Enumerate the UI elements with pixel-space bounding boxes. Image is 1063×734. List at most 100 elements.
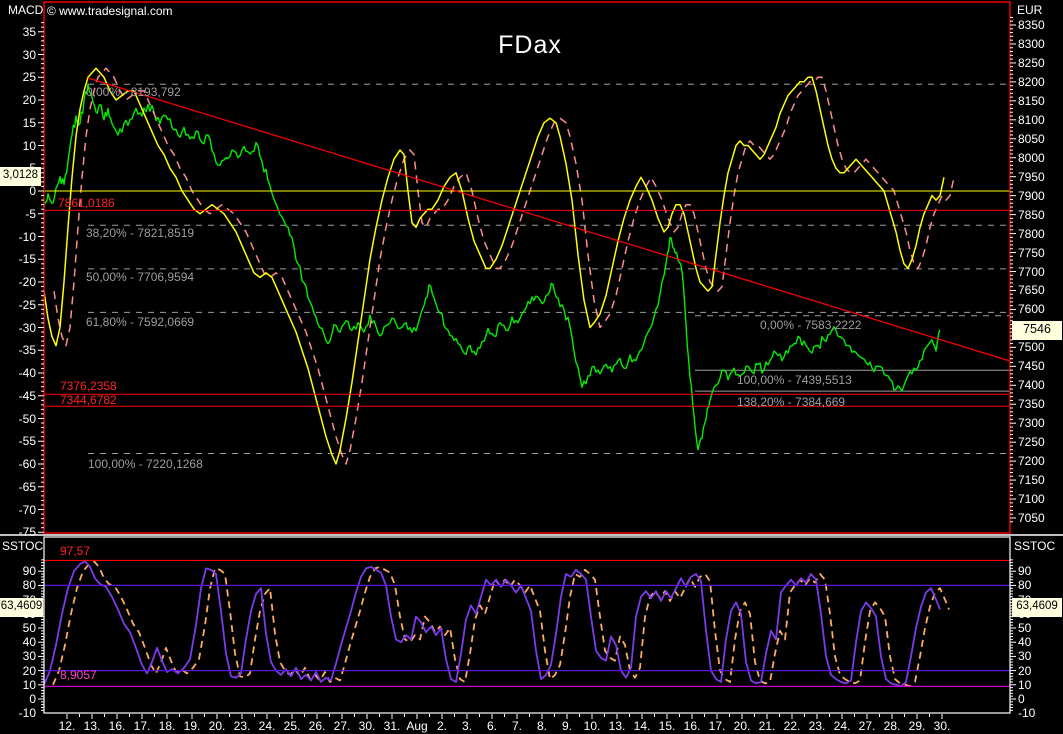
sto-right-axis-title: SSTOC — [1014, 539, 1056, 553]
eur-axis-label: 8200 — [1018, 74, 1045, 89]
sto-low-label: 8,9057 — [60, 668, 97, 682]
date-label: 15. — [658, 719, 676, 733]
macd-axis-label: -50 — [18, 411, 36, 426]
macd-axis-label: 25 — [22, 70, 36, 85]
eur-axis-label: 7100 — [1018, 492, 1045, 507]
date-label: 23. — [233, 719, 251, 733]
sto-axis-label-left: 40 — [22, 635, 36, 650]
macd-axis-label: -10 — [18, 229, 36, 244]
macd-axis-label: -15 — [18, 252, 36, 267]
sto-axis-label-left: 80 — [22, 578, 36, 593]
date-label: 19. — [183, 719, 201, 733]
date-label: 12. — [58, 719, 76, 733]
date-label: 14. — [633, 719, 651, 733]
date-label: 20. — [733, 719, 751, 733]
date-label: 23. — [808, 719, 826, 733]
date-label: Aug — [406, 719, 428, 733]
macd-axis-label: -30 — [18, 320, 36, 335]
fib2-level-100-label: 100,00% - 7439,5513 — [737, 373, 852, 387]
copyright-text: © www.tradesignal.com — [47, 4, 173, 18]
macd-line — [44, 67, 945, 465]
macd-axis-label: -65 — [18, 479, 36, 494]
date-label: 21. — [758, 719, 776, 733]
sto-axis-label-right: 10 — [1018, 677, 1032, 692]
macd-axis-label: -40 — [18, 366, 36, 380]
down-trendline — [87, 77, 1011, 362]
alert-line-label-2: 7376,2358 — [60, 379, 117, 393]
date-label: 24. — [833, 719, 851, 733]
sto-left-axis-title: SSTOC — [2, 539, 44, 553]
macd-axis-label: -35 — [18, 343, 36, 358]
date-label: 6. — [486, 719, 497, 733]
fib1-level-100-label: 100,00% - 7220,1268 — [88, 457, 203, 471]
date-label: 29. — [908, 719, 926, 733]
fib1-level-382-label: 38,20% - 7821,8519 — [86, 226, 195, 240]
macd-axis-label: -25 — [18, 297, 36, 312]
sto-axis-label-right: 50 — [1018, 621, 1032, 635]
eur-axis-label: 7200 — [1018, 454, 1045, 469]
eur-axis-label: 7750 — [1018, 245, 1045, 260]
macd-axis-label: 20 — [22, 93, 36, 107]
date-label: 3. — [461, 719, 472, 733]
sto-axis-label-left: 50 — [22, 621, 36, 635]
eur-axis-label: 7700 — [1018, 264, 1045, 279]
left-axis-title: MACD — [8, 3, 44, 17]
date-label: 13. — [608, 719, 626, 733]
macd-axis-label: -20 — [18, 275, 36, 289]
fib2-level-1382-label: 138,20% - 7384,669 — [737, 395, 846, 409]
date-label: 18. — [158, 719, 176, 733]
date-label: 8. — [536, 719, 547, 733]
date-label: 2. — [436, 719, 447, 733]
alert-line-label-3: 7344,6782 — [60, 393, 117, 407]
eur-axis-label: 8100 — [1018, 112, 1045, 127]
sto-axis-label-left: 30 — [22, 649, 36, 664]
eur-axis-label: 7900 — [1018, 188, 1045, 203]
date-label: 20. — [208, 719, 226, 733]
macd-axis-label: 0 — [29, 184, 36, 198]
main-curves-group — [44, 67, 955, 465]
sto-axis-label-right: 80 — [1018, 578, 1032, 593]
date-label: 16. — [108, 719, 126, 733]
macd-axis-label: 15 — [22, 115, 36, 130]
eur-axis-label: 7400 — [1018, 378, 1045, 393]
date-label: 7. — [511, 719, 522, 733]
date-label: 17. — [708, 719, 726, 733]
eur-axis-label: 7500 — [1018, 340, 1045, 355]
eur-axis-label: 7850 — [1018, 207, 1045, 222]
sto-axis-label-left: 0 — [29, 692, 36, 706]
eur-axis-label: 7450 — [1018, 359, 1045, 374]
eur-axis-label: 8000 — [1018, 150, 1045, 165]
eur-axis-label: 7950 — [1018, 169, 1045, 184]
eur-axis-label: 7350 — [1018, 397, 1045, 412]
date-label: 26. — [308, 719, 326, 733]
sto-d-line — [52, 560, 950, 688]
sto-axis-label-right: 30 — [1018, 649, 1032, 664]
date-label: 27. — [858, 719, 876, 733]
chart-title: FDax — [498, 31, 562, 59]
eur-axis-label: 8350 — [1018, 18, 1045, 32]
date-label: 17. — [133, 719, 151, 733]
fib2-level-0-label: 0,00% - 7583,2222 — [760, 318, 862, 332]
sto-high-label: 97,57 — [60, 544, 91, 558]
date-label: 28. — [883, 719, 901, 733]
date-label: 16. — [683, 719, 701, 733]
right-axis-title: EUR — [1017, 3, 1043, 17]
sto-axis-label-right: 20 — [1018, 663, 1032, 678]
sto-axis-label-right: 0 — [1018, 692, 1025, 706]
macd-axis-label: 30 — [22, 47, 36, 62]
sto-axis-label-left: 20 — [22, 663, 36, 678]
fib1-level-50-label: 50,00% - 7706,9594 — [86, 270, 195, 284]
eur-axis-label: 7800 — [1018, 226, 1045, 241]
date-label: 30. — [933, 719, 951, 733]
macd-axis-label: 10 — [22, 138, 36, 153]
fib1-level-618-label: 61,80% - 7592,0669 — [86, 315, 195, 329]
eur-axis-label: 7250 — [1018, 435, 1045, 450]
sto-axis-label-left: 90 — [22, 564, 36, 579]
sto-axis-label-right: -10 — [1018, 706, 1036, 721]
eur-axis-label: 8150 — [1018, 93, 1045, 108]
sto-axis-label-left: -10 — [18, 706, 36, 721]
eur-axis-label: 7300 — [1018, 416, 1045, 431]
eur-axis-label: 8300 — [1018, 36, 1045, 51]
